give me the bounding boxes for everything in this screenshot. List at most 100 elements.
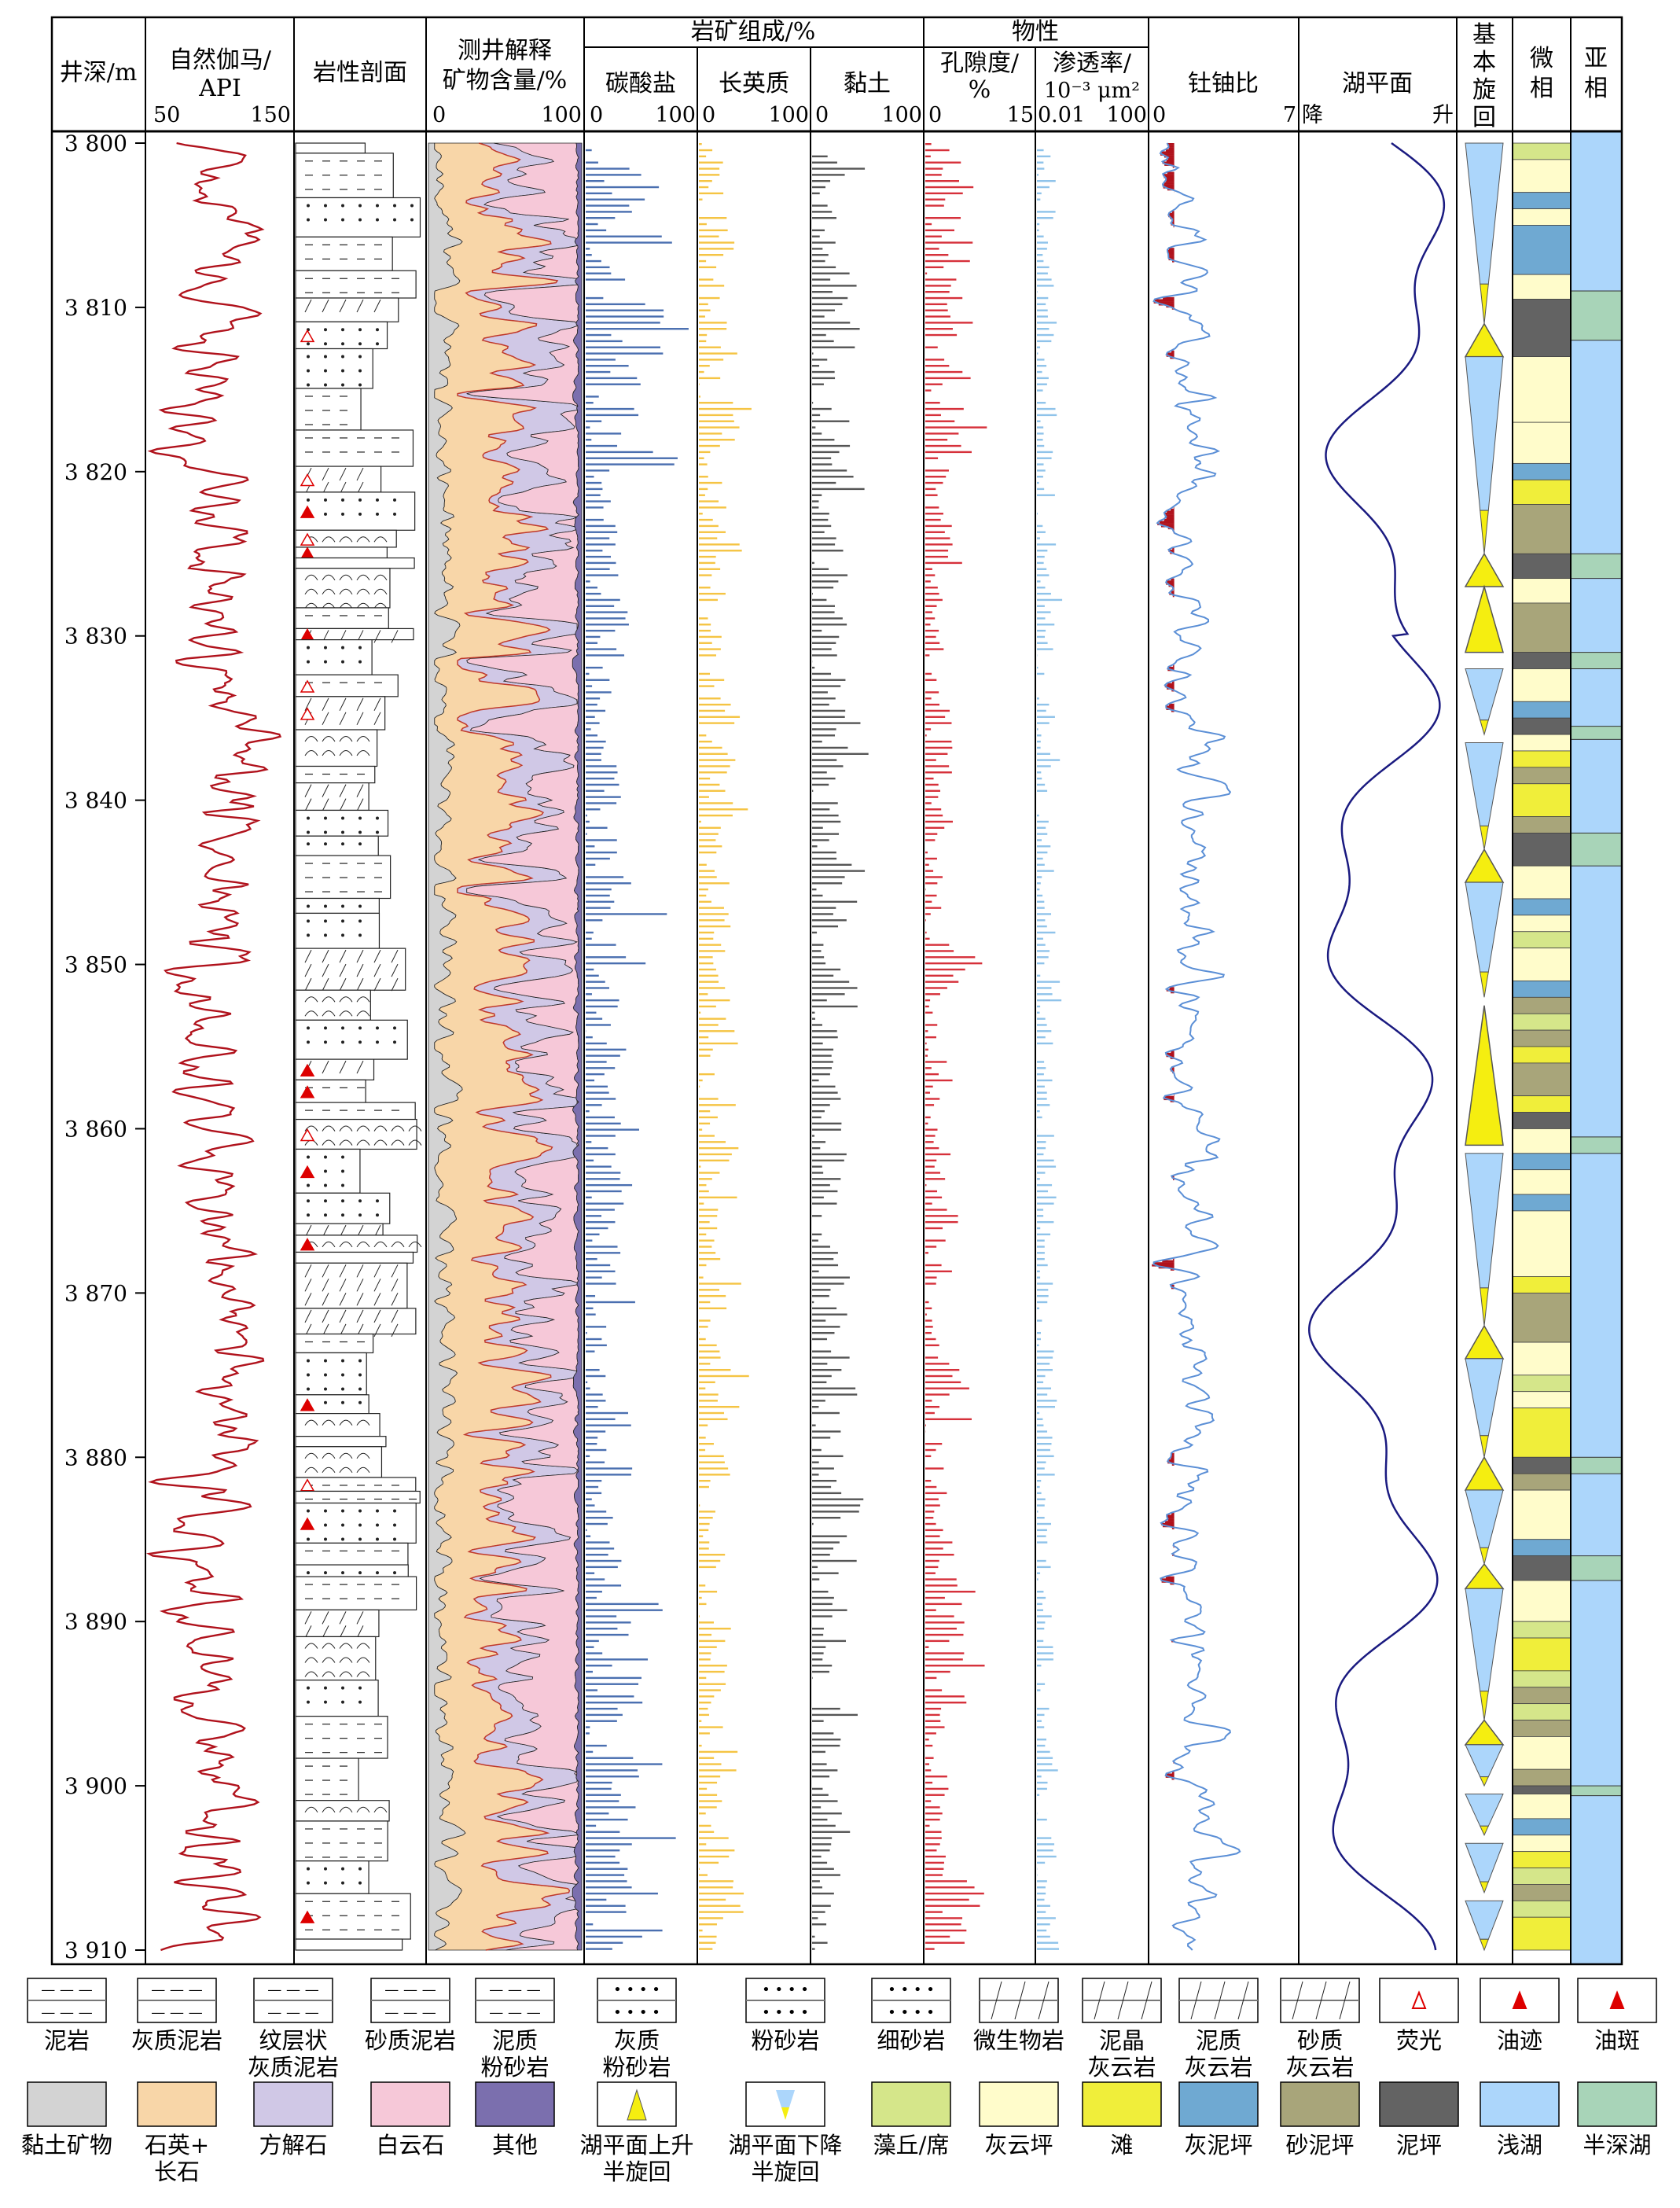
clay-bar [812, 833, 840, 835]
thu-low-fill [1167, 1514, 1175, 1518]
thu-low-fill [1168, 215, 1175, 218]
clay-bar [812, 1246, 830, 1248]
oil-show-icon [300, 707, 315, 720]
porosity-bar [925, 285, 951, 287]
clay-bar [812, 1541, 840, 1544]
clay-bar [812, 457, 832, 459]
depth-label: 3 820 [64, 459, 127, 485]
microfacies-dolo [1512, 1169, 1572, 1195]
permeability-bar [1037, 1202, 1054, 1205]
microfacies-sandmud [1512, 504, 1572, 554]
thu-low-fill [1167, 249, 1175, 252]
lithology-arc [304, 588, 318, 595]
legend-label: 泥岩 [44, 2027, 90, 2054]
lithology-arc [339, 1657, 353, 1663]
lithology-dot [358, 1571, 362, 1575]
clay-bar [812, 722, 861, 724]
porosity-bar [925, 1886, 975, 1889]
felsic-bar [699, 1929, 703, 1932]
felsic-bar [699, 1868, 700, 1870]
permeability-bar [1037, 1018, 1046, 1020]
lithology-dot [324, 1040, 327, 1044]
felsic-bar [699, 1448, 706, 1452]
carbonate-bar [586, 1485, 599, 1489]
falling-triangle-base-icon [781, 2107, 789, 2120]
permeability-bar [1037, 476, 1043, 478]
porosity-bar [925, 1739, 929, 1741]
carbonate-bar [586, 1621, 631, 1624]
felsic-bar [699, 296, 720, 300]
carbonate-bar [586, 1713, 623, 1717]
porosity-bar [925, 1935, 950, 1938]
felsic-bar [699, 1252, 716, 1254]
carbonate-bar [586, 777, 615, 780]
falling-half-cycle [1465, 1358, 1504, 1437]
porosity-bar [925, 481, 943, 484]
porosity-bar [925, 531, 945, 533]
clay-bar [812, 703, 829, 706]
felsic-bar [699, 500, 719, 502]
microfacies-algal [1512, 1703, 1572, 1720]
carbonate-bar [586, 722, 600, 724]
clay-bar [812, 1448, 822, 1452]
carbonate-bar [586, 845, 595, 848]
permeability-bar [1037, 217, 1053, 219]
felsic-bar [699, 1289, 720, 1291]
permeability-bar [1037, 863, 1045, 866]
permeability-bar [1037, 1448, 1050, 1452]
felsic-bar [699, 1405, 740, 1408]
subfacies-semi-deep-lake [1570, 290, 1622, 341]
gr-range-min: 50 [153, 103, 180, 127]
permeability-bar [1037, 1141, 1046, 1143]
clay-bar [812, 1270, 819, 1273]
clay-bar [812, 352, 814, 355]
lithology-dot [376, 512, 379, 516]
lithology-dot [341, 1213, 344, 1217]
thu-low-fill [1165, 1052, 1175, 1055]
rising-triangle-icon [627, 2088, 647, 2121]
carbonate-bar [586, 383, 641, 385]
carbonate-bar [586, 1794, 621, 1796]
lithology-dot [307, 1881, 310, 1885]
porosity-bar [925, 333, 958, 337]
lithology-arc [408, 1139, 422, 1146]
felsic-bar [699, 1517, 713, 1519]
clay-bar [812, 1855, 822, 1858]
lithology-dot [341, 218, 344, 222]
carbonate-bar [586, 981, 605, 983]
felsic-bar [699, 1437, 706, 1439]
permeability-bar [1037, 1948, 1060, 1950]
rising-half-cycle [1464, 1455, 1505, 1491]
clay-bar [812, 561, 814, 565]
clay-bar [812, 1615, 833, 1617]
felsic-bar [699, 1591, 718, 1593]
carbonate-bar [586, 1498, 592, 1500]
lithology-arc [322, 1139, 336, 1146]
clay-bar [812, 691, 828, 694]
carbonate-bar [586, 1935, 642, 1938]
porosity-bar [925, 1282, 936, 1285]
legend-pattern [1315, 1981, 1327, 2020]
rising-half-cycle [1464, 322, 1505, 358]
clay-bar [812, 605, 835, 607]
lithology-dot [341, 933, 344, 937]
legend-label: 微生物岩 [973, 2027, 1064, 2054]
carbonate-bar [586, 1707, 618, 1710]
porosity-bar [925, 857, 937, 860]
lithology-layer [295, 348, 373, 389]
clay-bar [812, 1917, 818, 1919]
permeability-bar [1037, 1116, 1042, 1119]
felsic-bar [699, 808, 748, 811]
felsic-bar [699, 1344, 717, 1347]
carbonate-bar [586, 1628, 618, 1630]
permeability-bar [1037, 1381, 1044, 1384]
clay-bar [812, 648, 832, 650]
permeability-bar [1037, 617, 1046, 620]
falling-half-cycle-base [1479, 1881, 1490, 1894]
permeability-bar [1037, 1424, 1044, 1426]
felsic-bar [699, 192, 724, 195]
carbonate-bar [586, 1239, 593, 1242]
thu-low-fill [1172, 547, 1175, 550]
permeability-bar [1037, 993, 1053, 995]
clay-bar [812, 1923, 827, 1926]
